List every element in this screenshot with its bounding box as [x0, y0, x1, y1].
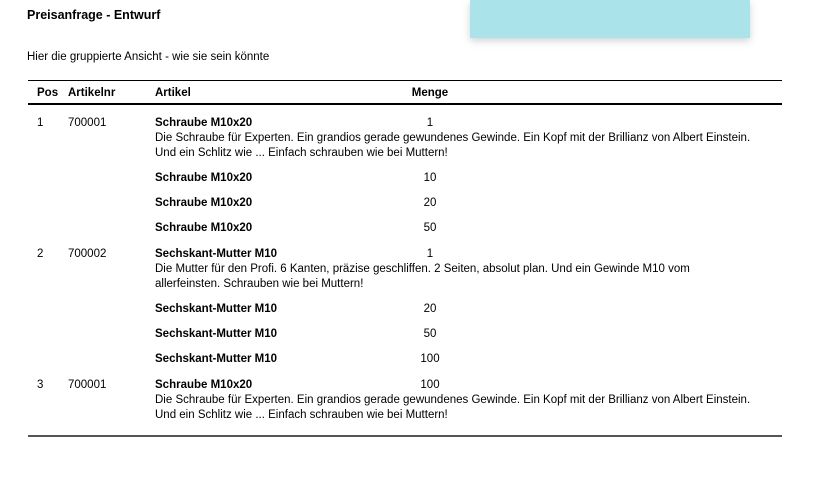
variant-rows: Schraube M10x20 10 Schraube M10x20 20 Sc…	[28, 171, 782, 236]
table-bottom-rule	[28, 435, 782, 437]
column-header-menge: Menge	[411, 86, 449, 99]
article-row: 2 700002 Sechskant-Mutter M10 1	[28, 247, 782, 262]
article-description: Die Schraube für Experten. Ein grandios …	[155, 394, 751, 421]
artikel-name: Schraube M10x20	[155, 197, 253, 209]
highlight-rectangle	[470, 0, 750, 38]
artikel-name: Sechskant-Mutter M10	[155, 248, 278, 260]
artikel-name: Schraube M10x20	[155, 379, 253, 391]
menge-value: 50	[423, 328, 437, 340]
artikel-name: Sechskant-Mutter M10	[155, 328, 278, 340]
variant-row: Sechskant-Mutter M10 20	[28, 302, 782, 317]
description-row: Die Schraube für Experten. Ein grandios …	[28, 131, 782, 161]
page-subtitle: Hier die gruppierte Ansicht - wie sie se…	[27, 51, 270, 63]
variant-row: Sechskant-Mutter M10 100	[28, 352, 782, 367]
menge-value: 50	[423, 222, 437, 234]
page-title: Preisanfrage - Entwurf	[27, 8, 161, 22]
artikelnr-value: 700001	[68, 379, 107, 391]
variant-row: Schraube M10x20 20	[28, 196, 782, 211]
variant-row: Schraube M10x20 10	[28, 171, 782, 186]
pos-value: 3	[37, 379, 44, 391]
description-row: Die Mutter für den Profi. 6 Kanten, präz…	[28, 262, 782, 292]
column-header-artikelnr: Artikelnr	[68, 86, 116, 99]
menge-value: 20	[423, 303, 437, 315]
menge-value: 100	[420, 353, 440, 365]
article-group: 2 700002 Sechskant-Mutter M10 1 Die Mutt…	[28, 247, 782, 367]
menge-value: 100	[420, 379, 440, 391]
artikel-name: Sechskant-Mutter M10	[155, 303, 278, 315]
menge-value: 20	[423, 197, 437, 209]
article-description: Die Mutter für den Profi. 6 Kanten, präz…	[155, 263, 690, 290]
article-table: Pos Artikelnr Artikel Menge 1 700001 Sch…	[28, 80, 782, 437]
article-description: Die Schraube für Experten. Ein grandios …	[155, 132, 751, 159]
artikel-name: Sechskant-Mutter M10	[155, 353, 278, 365]
article-row: 3 700001 Schraube M10x20 100	[28, 378, 782, 393]
table-body: 1 700001 Schraube M10x20 1 Die Schraube …	[28, 116, 782, 423]
menge-value: 1	[426, 248, 434, 260]
column-header-pos: Pos	[37, 86, 59, 99]
variant-row: Sechskant-Mutter M10 50	[28, 327, 782, 342]
article-group: 1 700001 Schraube M10x20 1 Die Schraube …	[28, 116, 782, 236]
artikel-name: Schraube M10x20	[155, 172, 253, 184]
artikel-name: Schraube M10x20	[155, 117, 253, 129]
article-row: 1 700001 Schraube M10x20 1	[28, 116, 782, 131]
pos-value: 2	[37, 248, 44, 260]
menge-value: 1	[426, 117, 434, 129]
artikelnr-value: 700002	[68, 248, 107, 260]
description-row: Die Schraube für Experten. Ein grandios …	[28, 393, 782, 423]
article-group: 3 700001 Schraube M10x20 100 Die Schraub…	[28, 378, 782, 423]
variant-row: Schraube M10x20 50	[28, 221, 782, 236]
variant-rows: Sechskant-Mutter M10 20 Sechskant-Mutter…	[28, 302, 782, 367]
column-header-artikel: Artikel	[155, 86, 191, 99]
pos-value: 1	[37, 117, 44, 129]
menge-value: 10	[423, 172, 437, 184]
table-header-row: Pos Artikelnr Artikel Menge	[28, 81, 782, 105]
artikel-name: Schraube M10x20	[155, 222, 253, 234]
artikelnr-value: 700001	[68, 117, 107, 129]
